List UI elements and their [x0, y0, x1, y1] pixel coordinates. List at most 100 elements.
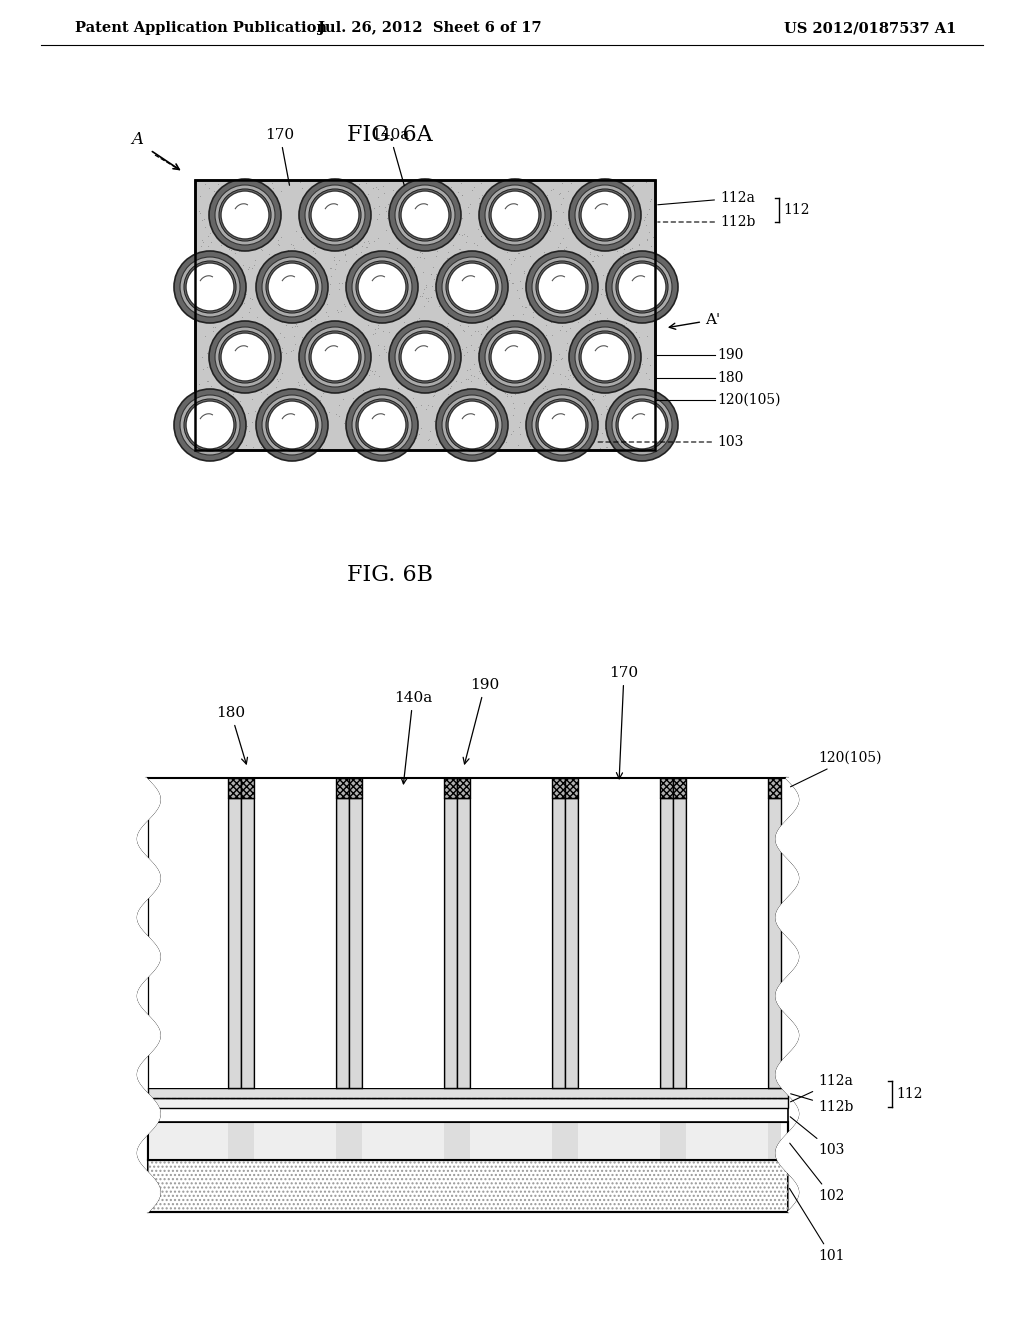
- Point: [302, 384, 318, 405]
- Point: [554, 387, 570, 408]
- Point: [386, 224, 402, 246]
- Point: [333, 338, 349, 359]
- Circle shape: [616, 399, 668, 451]
- Point: [255, 279, 271, 300]
- Point: [373, 289, 389, 310]
- Point: [260, 231, 276, 252]
- Point: [641, 198, 657, 219]
- Point: [625, 176, 641, 197]
- Point: [606, 436, 623, 457]
- Point: [249, 282, 265, 304]
- Point: [336, 197, 352, 218]
- Point: [452, 238, 468, 259]
- Point: [307, 242, 324, 263]
- Point: [643, 277, 659, 298]
- Point: [512, 218, 528, 239]
- Point: [337, 345, 353, 366]
- Point: [342, 185, 358, 206]
- Point: [257, 267, 273, 288]
- Point: [354, 271, 371, 292]
- Point: [596, 370, 612, 391]
- Point: [199, 371, 215, 392]
- Point: [623, 242, 639, 263]
- Point: [351, 293, 368, 314]
- Point: [510, 243, 526, 264]
- Point: [488, 433, 505, 454]
- Point: [541, 220, 557, 242]
- Bar: [241, 777, 254, 799]
- Bar: [228, 799, 241, 1088]
- Point: [552, 232, 568, 253]
- Point: [561, 214, 578, 235]
- Text: A: A: [131, 132, 143, 149]
- Point: [486, 197, 503, 218]
- Point: [492, 257, 508, 279]
- Point: [328, 359, 344, 380]
- Point: [637, 418, 653, 440]
- Point: [287, 401, 303, 422]
- Point: [205, 321, 221, 342]
- Point: [280, 240, 296, 261]
- Point: [595, 356, 611, 378]
- Point: [611, 232, 628, 253]
- Point: [251, 288, 267, 309]
- Point: [343, 277, 359, 298]
- Text: 180: 180: [717, 371, 743, 385]
- Circle shape: [299, 321, 371, 393]
- Point: [541, 280, 557, 301]
- Point: [222, 201, 239, 222]
- Point: [281, 277, 297, 298]
- Point: [364, 417, 380, 438]
- Point: [478, 315, 495, 337]
- Bar: [362, 799, 444, 1088]
- Point: [622, 178, 638, 199]
- Point: [375, 176, 391, 197]
- Point: [229, 177, 246, 198]
- Point: [503, 182, 519, 203]
- Point: [520, 294, 537, 315]
- Point: [322, 273, 338, 294]
- Point: [540, 281, 556, 302]
- Point: [613, 400, 630, 421]
- Point: [546, 280, 562, 301]
- Point: [306, 205, 323, 226]
- Point: [302, 323, 318, 345]
- Point: [427, 418, 443, 440]
- Circle shape: [184, 399, 236, 451]
- Point: [402, 323, 419, 345]
- Point: [414, 395, 430, 416]
- Point: [289, 293, 305, 314]
- Point: [558, 321, 574, 342]
- Point: [613, 318, 630, 339]
- Bar: [768, 799, 781, 1088]
- Point: [425, 366, 441, 387]
- Point: [458, 337, 474, 358]
- Point: [315, 322, 332, 343]
- Point: [631, 276, 647, 297]
- Point: [627, 364, 643, 385]
- Point: [435, 430, 452, 451]
- Point: [212, 393, 228, 414]
- Point: [511, 243, 527, 264]
- Circle shape: [606, 389, 678, 461]
- Point: [345, 367, 361, 388]
- Point: [221, 411, 238, 432]
- Point: [470, 411, 486, 432]
- Bar: [444, 799, 457, 1088]
- Point: [525, 260, 542, 281]
- Point: [390, 358, 407, 379]
- Point: [395, 251, 412, 272]
- Point: [225, 268, 242, 289]
- Point: [268, 187, 285, 209]
- Point: [242, 345, 258, 366]
- Point: [195, 282, 211, 304]
- Point: [268, 248, 285, 269]
- Point: [406, 388, 422, 409]
- Point: [230, 280, 247, 301]
- Circle shape: [569, 180, 641, 251]
- Point: [488, 301, 505, 322]
- Point: [201, 403, 217, 424]
- Point: [526, 342, 543, 363]
- Point: [622, 239, 638, 260]
- Point: [574, 363, 591, 384]
